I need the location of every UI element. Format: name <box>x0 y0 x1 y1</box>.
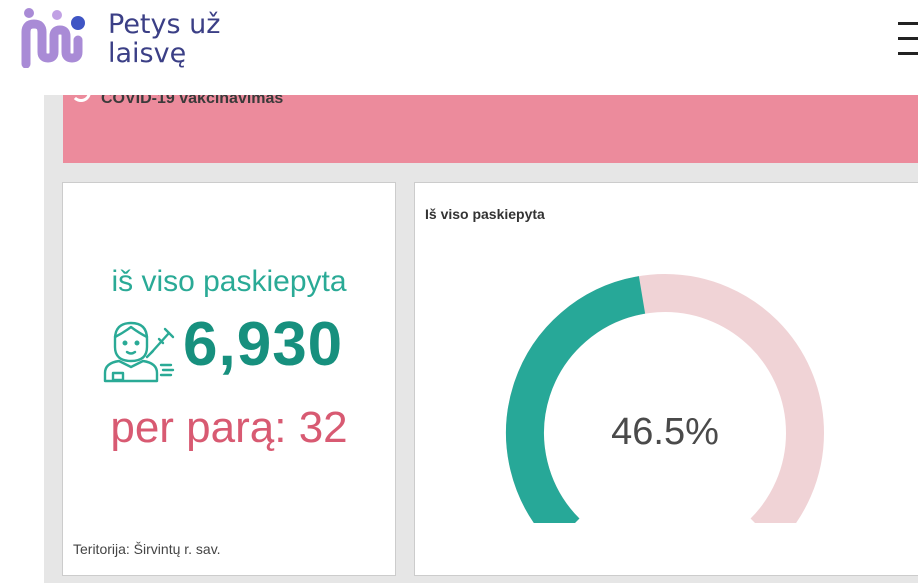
territory-label: Teritorija: Širvintų r. sav. <box>73 541 221 557</box>
brand-line2: laisvę <box>108 38 187 69</box>
gauge-card: Iš viso paskiepyta 46.5% <box>414 182 918 576</box>
kpi-label: iš viso paskiepyta <box>111 265 347 298</box>
gauge-fill <box>506 276 646 546</box>
brand-name[interactable]: Petys už laisvę <box>108 10 220 68</box>
gauge-title: Iš viso paskiepyta <box>425 206 545 222</box>
kpi-card: iš viso paskiepyta 6,930 per parą: 32 Te… <box>62 182 396 576</box>
header: Petys už laisvę <box>0 0 918 95</box>
people-logo-icon[interactable] <box>20 6 92 68</box>
vaccinated-person-icon <box>103 321 175 383</box>
per-day-value: per parą: 32 <box>110 403 348 452</box>
brand-line1: Petys už <box>108 9 221 40</box>
gauge: 46.5% <box>495 263 835 546</box>
gauge-value: 46.5% <box>611 411 719 453</box>
hamburger-menu-icon[interactable] <box>898 22 918 56</box>
kpi-value: 6,930 <box>183 310 344 379</box>
